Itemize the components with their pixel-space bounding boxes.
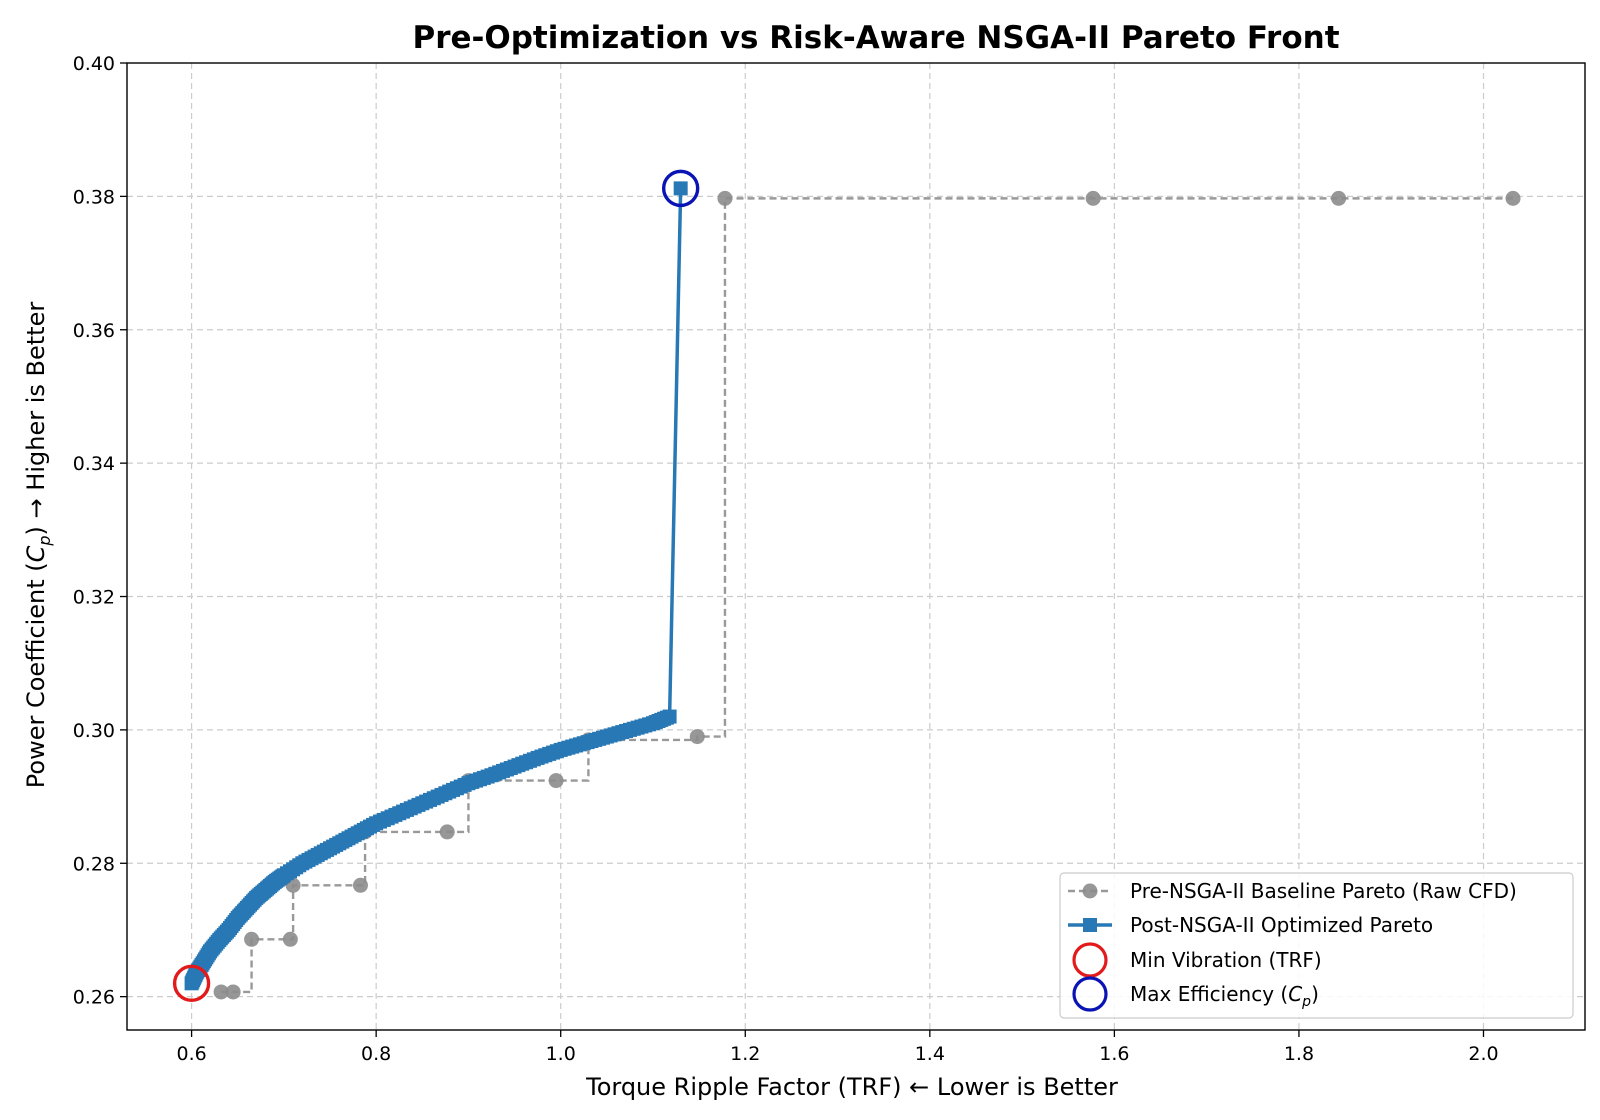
y-axis-label: Power Coefficient (Cp) → Higher is Bette… bbox=[22, 302, 54, 789]
x-tick-label: 0.6 bbox=[176, 1043, 206, 1065]
baseline-point bbox=[213, 984, 229, 1000]
legend-max-efficiency-marker bbox=[1072, 976, 1108, 1012]
y-tick-label: 0.36 bbox=[73, 320, 115, 342]
legend-label-baseline: Pre-NSGA-II Baseline Pareto (Raw CFD) bbox=[1130, 879, 1517, 903]
baseline-point bbox=[1331, 190, 1347, 206]
min-vibration-highlight bbox=[172, 964, 211, 1003]
optimized-point bbox=[662, 709, 677, 724]
x-tick-label: 1.4 bbox=[915, 1043, 945, 1065]
legend-label-min-vibration: Min Vibration (TRF) bbox=[1130, 948, 1322, 972]
y-tick-label: 0.26 bbox=[73, 987, 115, 1009]
legend-box bbox=[1059, 872, 1574, 1019]
x-tick-label: 1.0 bbox=[546, 1043, 576, 1065]
x-tick-label: 1.6 bbox=[1099, 1043, 1129, 1065]
baseline-point bbox=[1085, 190, 1101, 206]
baseline-series-line bbox=[221, 197, 1514, 994]
baseline-point bbox=[439, 824, 455, 840]
legend-label-optimized: Post-NSGA-II Optimized Pareto bbox=[1130, 913, 1433, 937]
y-tick-label: 0.34 bbox=[73, 453, 115, 475]
legend: Pre-NSGA-II Baseline Pareto (Raw CFD) Po… bbox=[1059, 872, 1574, 1019]
optimized-point bbox=[673, 181, 688, 196]
optimized-series-line bbox=[190, 188, 683, 985]
plot-frame bbox=[126, 62, 1586, 1031]
y-tick-label: 0.32 bbox=[73, 587, 115, 609]
baseline-point bbox=[225, 984, 241, 1000]
y-axis-ticks: 0.26 0.28 0.30 0.32 0.34 0.36 0.38 0.40 bbox=[73, 53, 127, 1009]
y-tick-label: 0.30 bbox=[73, 720, 115, 742]
x-tick-label: 2.0 bbox=[1468, 1043, 1498, 1065]
baseline-point bbox=[1505, 190, 1521, 206]
legend-entry-max-efficiency: Max Efficiency (Cp) bbox=[1072, 976, 1319, 1012]
x-tick-label: 1.2 bbox=[730, 1043, 760, 1065]
baseline-point bbox=[689, 729, 705, 745]
x-tick-label: 1.8 bbox=[1284, 1043, 1314, 1065]
max-efficiency-highlight bbox=[661, 169, 700, 208]
baseline-point bbox=[282, 931, 298, 947]
y-tick-label: 0.40 bbox=[73, 53, 115, 75]
legend-label-max-efficiency: Max Efficiency (Cp) bbox=[1130, 982, 1319, 1010]
x-axis-label: Torque Ripple Factor (TRF) ← Lower is Be… bbox=[585, 1073, 1118, 1101]
legend-entry-optimized: Post-NSGA-II Optimized Pareto bbox=[1068, 913, 1433, 937]
baseline-point bbox=[352, 877, 368, 893]
legend-baseline-marker bbox=[1082, 883, 1098, 899]
baseline-point bbox=[244, 931, 260, 947]
baseline-point bbox=[548, 773, 564, 789]
x-tick-label: 0.8 bbox=[361, 1043, 391, 1065]
legend-entry-baseline: Pre-NSGA-II Baseline Pareto (Raw CFD) bbox=[1068, 879, 1517, 903]
plot-area bbox=[172, 169, 1521, 1003]
y-tick-label: 0.28 bbox=[73, 853, 115, 875]
legend-entry-min-vibration: Min Vibration (TRF) bbox=[1072, 942, 1322, 978]
baseline-point bbox=[717, 190, 733, 206]
y-tick-label: 0.38 bbox=[73, 186, 115, 208]
legend-min-vibration-marker bbox=[1072, 942, 1108, 978]
legend-optimized-marker bbox=[1083, 918, 1097, 932]
x-axis-ticks: 0.6 0.8 1.0 1.2 1.4 1.6 1.8 2.0 bbox=[176, 1030, 1499, 1065]
chart-title: Pre-Optimization vs Risk-Aware NSGA-II P… bbox=[412, 20, 1339, 56]
